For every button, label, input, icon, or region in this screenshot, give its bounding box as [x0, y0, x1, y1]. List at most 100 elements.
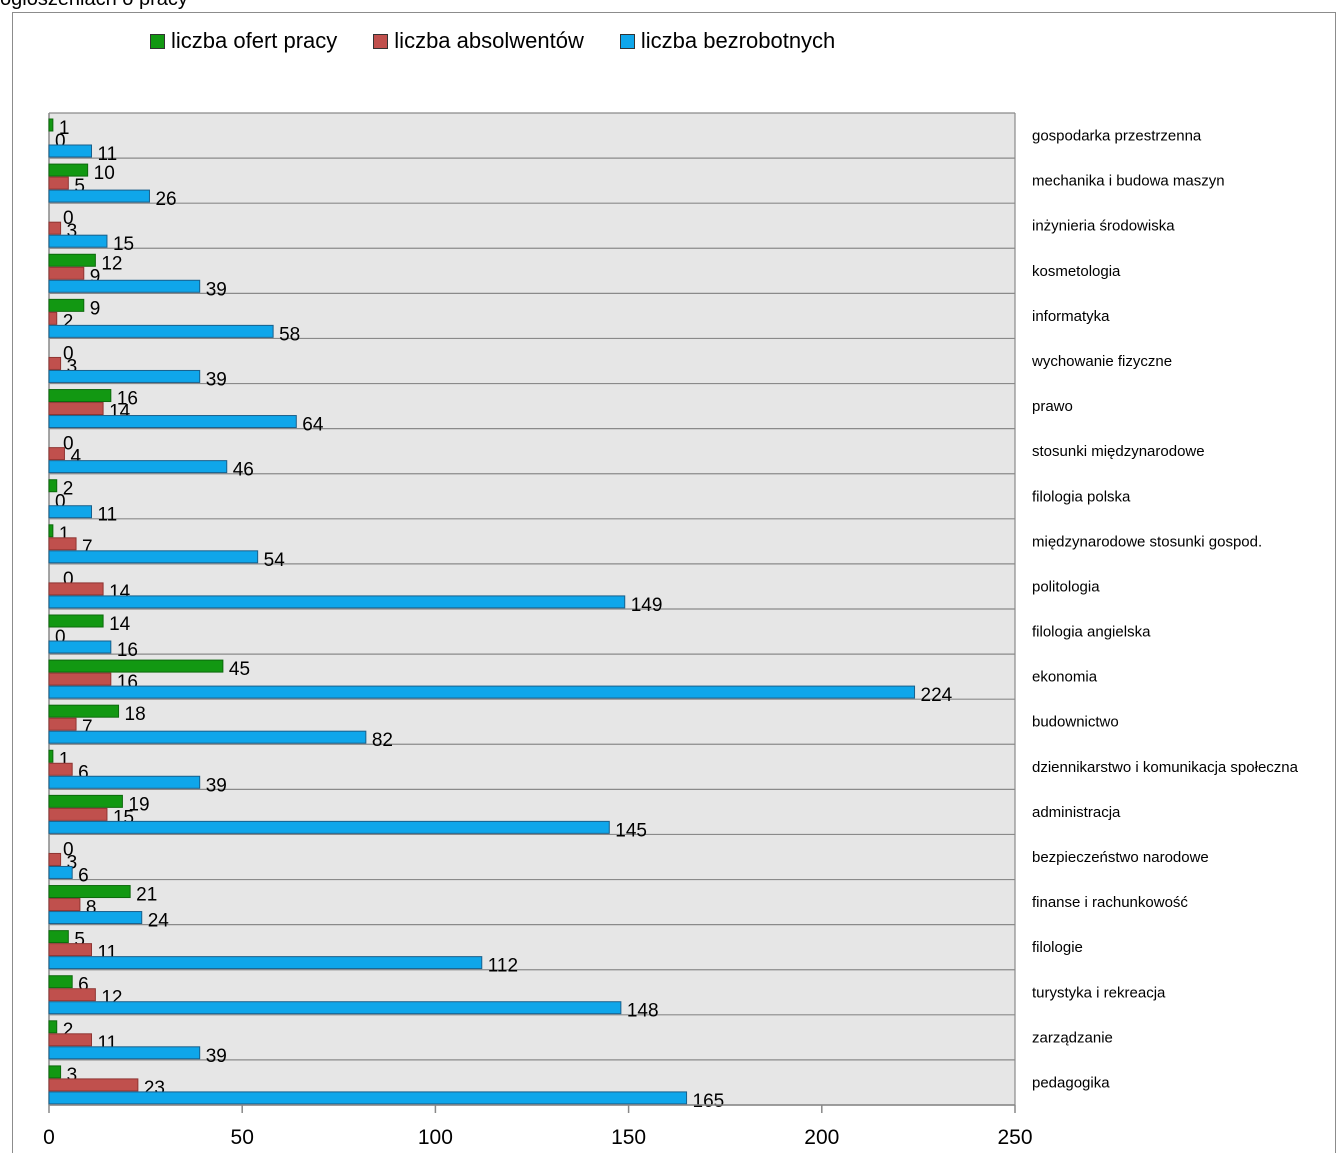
x-tick-label: 50	[231, 1126, 254, 1149]
bar	[48, 749, 54, 763]
data-label: 0	[55, 492, 66, 513]
data-label: 0	[63, 343, 74, 364]
data-label: 1	[59, 749, 70, 770]
bar	[48, 775, 201, 789]
category-label: ekonomia	[1032, 669, 1098, 686]
bar	[48, 659, 224, 673]
bar	[48, 885, 131, 899]
legend-item-unemployed: liczba bezrobotnych	[619, 28, 836, 54]
data-label: 145	[615, 820, 647, 841]
data-label: 12	[101, 253, 122, 274]
legend-swatch-graduates	[373, 33, 389, 49]
category-label: administracja	[1032, 804, 1121, 821]
data-label: 0	[55, 627, 66, 648]
category-label: filologie	[1032, 939, 1083, 956]
data-label: 3	[67, 221, 78, 242]
bar	[48, 820, 610, 834]
data-label: 149	[631, 595, 663, 616]
data-label: 148	[627, 1001, 659, 1022]
x-tick-label: 150	[611, 1126, 646, 1149]
bar	[48, 975, 73, 989]
category-label: pedagogika	[1032, 1074, 1110, 1091]
bar	[48, 865, 73, 879]
category-label: wychowanie fizyczne	[1031, 353, 1172, 370]
data-label: 165	[693, 1091, 725, 1112]
data-label: 18	[125, 704, 146, 725]
data-label: 39	[206, 279, 227, 300]
data-label: 64	[302, 415, 324, 436]
data-label: 15	[113, 234, 134, 255]
bar	[48, 537, 77, 551]
data-label: 6	[78, 865, 89, 886]
category-label: zarządzanie	[1032, 1029, 1113, 1046]
chart-frame	[12, 12, 1336, 1153]
bar	[48, 640, 112, 654]
bar	[48, 279, 201, 293]
legend-swatch-unemployed	[619, 33, 635, 49]
category-label: inżynieria środowiska	[1032, 218, 1175, 235]
data-label: 16	[117, 640, 138, 661]
chart-legend: liczba ofert pracy liczba absolwentów li…	[150, 28, 835, 54]
category-label: stosunki międzynarodowe	[1032, 443, 1205, 460]
bar	[48, 956, 483, 970]
category-label: budownictwo	[1032, 714, 1119, 731]
legend-label-offers: liczba ofert pracy	[171, 28, 338, 53]
data-label: 16	[117, 389, 138, 410]
bar	[48, 1033, 93, 1047]
bar	[48, 266, 85, 280]
x-tick-label: 0	[43, 1126, 55, 1149]
x-tick-label: 250	[997, 1126, 1032, 1149]
data-label: 21	[136, 885, 157, 906]
bar	[48, 1091, 688, 1105]
category-label: mechanika i budowa maszyn	[1032, 173, 1225, 190]
bar	[48, 1065, 62, 1079]
category-label: filologia angielska	[1032, 624, 1151, 641]
data-label: 10	[94, 163, 115, 184]
data-label: 4	[70, 447, 81, 468]
data-label: 8	[86, 898, 97, 919]
data-label: 26	[155, 189, 176, 210]
data-label: 3	[67, 356, 78, 377]
bar	[48, 550, 259, 564]
bar	[48, 614, 104, 628]
bar	[48, 234, 108, 248]
chart-caption: ogłoszeniach o pracy	[0, 0, 188, 11]
bar	[48, 447, 65, 461]
bar	[48, 911, 143, 925]
bar	[48, 176, 69, 190]
bar	[48, 118, 54, 132]
data-label: 14	[109, 614, 131, 635]
bar	[48, 356, 62, 370]
bar	[48, 369, 201, 383]
bar	[48, 1001, 622, 1015]
bar	[48, 324, 274, 338]
bar	[48, 704, 120, 718]
data-label: 5	[74, 930, 85, 951]
legend-label-unemployed: liczba bezrobotnych	[640, 28, 836, 53]
data-label: 1	[59, 524, 70, 545]
data-label: 2	[63, 479, 74, 500]
bar	[48, 930, 69, 944]
x-tick-label: 100	[418, 1126, 453, 1149]
data-label: 11	[98, 505, 118, 526]
bar	[48, 1078, 139, 1092]
category-label: prawo	[1032, 398, 1073, 415]
legend-item-graduates: liczba absolwentów	[373, 28, 584, 54]
category-label: filologia polska	[1032, 488, 1131, 505]
legend-item-offers: liczba ofert pracy	[150, 28, 337, 54]
bar	[48, 794, 123, 808]
legend-swatch-offers	[150, 33, 165, 49]
data-label: 0	[63, 569, 74, 590]
bar	[48, 717, 77, 731]
data-label: 7	[82, 717, 93, 738]
bar	[48, 762, 73, 776]
data-label: 6	[78, 975, 89, 996]
bar	[48, 460, 228, 474]
data-label: 46	[233, 460, 254, 481]
data-label: 7	[82, 537, 93, 558]
data-label: 3	[67, 852, 78, 873]
data-label: 9	[90, 266, 101, 287]
bar	[48, 189, 150, 203]
data-label: 6	[78, 762, 89, 783]
bar	[48, 144, 93, 158]
